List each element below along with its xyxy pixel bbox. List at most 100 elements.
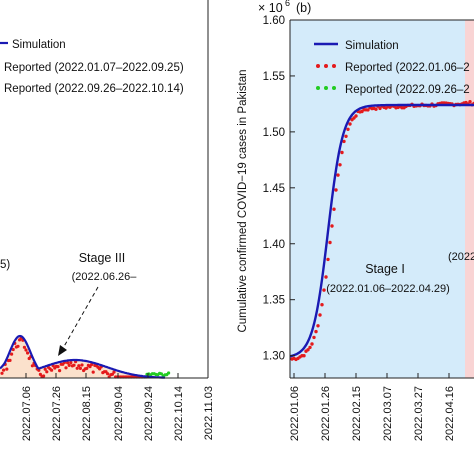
right-legend-green-dot-2	[324, 86, 328, 90]
left-legend-simulation: Simulation	[12, 39, 66, 51]
left-simulation-line	[0, 334, 166, 379]
right-reported-point	[354, 114, 358, 118]
left-x-tick-label: 2022.07.26	[51, 386, 63, 441]
left-reported-point	[85, 366, 89, 370]
stage-i-range: (2022.01.06–2022.04.29)	[326, 283, 450, 295]
left-reported-point	[64, 366, 68, 370]
right-legend-simulation: Simulation	[345, 40, 399, 52]
left-reported-point	[22, 345, 26, 349]
left-reported-point	[106, 372, 110, 376]
left-reported-point	[50, 368, 54, 372]
right-legend-red-dot-3	[332, 64, 336, 68]
left-reported-point	[10, 352, 14, 356]
left-reported-point	[37, 368, 41, 372]
right-reported-point	[468, 100, 472, 104]
right-legend-red-dot-1	[316, 64, 320, 68]
right-reported-point	[306, 348, 310, 352]
right-reported-point	[348, 122, 352, 126]
right-x-tick-label: 2022.02.15	[351, 386, 363, 441]
stage-iii-arrow	[61, 286, 99, 351]
left-reported-point	[42, 374, 46, 378]
right-reported-point	[366, 108, 370, 112]
stage-iii-arrowhead	[58, 345, 67, 356]
stage-iii-range: (2022.06.26–	[72, 271, 138, 283]
right-y-axis-label: Cumulative confirmed COVID−19 cases in P…	[237, 69, 249, 332]
right-y-tick-label: 1.60	[263, 15, 285, 27]
left-reported-point	[30, 364, 34, 368]
right-y-tick-label: 1.45	[263, 183, 285, 195]
stage-i-shading	[290, 20, 474, 378]
right-x-tick-label: 2022.04.16	[444, 386, 456, 441]
left-reported-point	[78, 366, 82, 370]
right-reported-point	[314, 329, 318, 334]
right-y-tick-label: 1.40	[263, 239, 285, 251]
right-reported-point	[332, 207, 336, 211]
right-x-tick-label: 2022.03.07	[382, 386, 394, 441]
right-reported-point	[316, 324, 320, 328]
left-reported-point	[91, 370, 95, 374]
right-y-tick-label: 1.35	[263, 295, 285, 307]
right-reported-point	[334, 188, 338, 192]
right-reported-point	[342, 139, 346, 144]
left-x-ticks: 2022.07.06 2022.07.26 2022.08.15 2022.09.04…	[21, 373, 215, 441]
right-legend-reported-2: Reported (2022.09.26–2	[345, 84, 470, 96]
right-legend-green-dot-1	[316, 86, 320, 90]
right-reported-point	[302, 354, 306, 358]
left-reported-point	[67, 363, 71, 367]
left-reported-point	[58, 369, 62, 373]
right-reported-point	[310, 342, 314, 346]
y-multiplier: × 10	[258, 1, 283, 15]
left-reported-point	[5, 367, 9, 371]
left-legend-reported-2: Reported (2022.09.26–2022.10.14)	[4, 83, 184, 95]
right-panel: 1.301.351.401.451.501.551.60 2022.01.06 2…	[237, 0, 474, 441]
left-x-tick-label: 2022.11.03	[203, 386, 215, 440]
right-x-tick-label: 2022.03.27	[413, 386, 425, 441]
y-multiplier-exponent: 6	[285, 0, 290, 8]
right-y-tick-label: 1.30	[263, 351, 285, 363]
left-reported-point-late	[167, 371, 171, 375]
right-reported-point	[326, 257, 330, 262]
right-reported-point	[340, 150, 344, 155]
stage-iii-title: Stage III	[79, 251, 126, 265]
left-reported-point	[26, 351, 30, 355]
left-x-tick-label: 2022.07.06	[21, 386, 33, 441]
left-reported-point	[11, 347, 15, 352]
right-legend-red-dot-2	[324, 64, 328, 68]
left-x-tick-label: 2022.09.04	[113, 386, 125, 441]
left-reported-point	[75, 366, 79, 370]
left-reported-point	[0, 371, 4, 375]
right-x-tick-label: 2022.01.26	[320, 386, 332, 441]
right-reported-point	[344, 134, 348, 138]
left-x-tick-label: 2022.08.15	[81, 386, 93, 441]
left-reported-point	[110, 372, 114, 376]
right-reported-point	[338, 163, 342, 167]
left-reported-point	[69, 361, 73, 365]
right-x-tick-label: 2022.01.06	[289, 386, 301, 441]
left-reported-point	[77, 364, 81, 368]
right-reported-point	[322, 288, 326, 292]
left-reported-point	[8, 358, 12, 362]
right-reported-point	[336, 173, 340, 177]
right-legend-reported-1: Reported (2022.01.06–2	[345, 62, 470, 74]
left-reported-point	[56, 365, 60, 369]
right-reported-point	[318, 313, 322, 317]
right-reported-point	[346, 127, 350, 131]
right-x-ticks: 2022.01.06 2022.01.26 2022.02.15 2022.03.07…	[289, 373, 456, 441]
right-reported-point	[378, 106, 382, 111]
right-reported-point	[320, 303, 324, 307]
left-reported-point	[43, 367, 47, 371]
right-reported-point	[328, 240, 332, 245]
right-reported-point	[312, 335, 316, 340]
left-reported-point	[45, 370, 49, 374]
right-reported-point	[330, 224, 334, 228]
left-reported-point	[24, 348, 28, 352]
left-reported-point	[112, 370, 116, 374]
right-simulation-line	[289, 103, 474, 358]
left-reported-point	[1, 368, 6, 372]
right-reported-point	[308, 345, 312, 350]
left-x-tick-label: 2022.10.14	[173, 386, 185, 441]
left-cut-label: 5)	[0, 259, 10, 271]
left-reported-point	[16, 344, 20, 348]
panel-label-b: (b)	[296, 1, 311, 15]
left-reported-point	[72, 363, 76, 367]
